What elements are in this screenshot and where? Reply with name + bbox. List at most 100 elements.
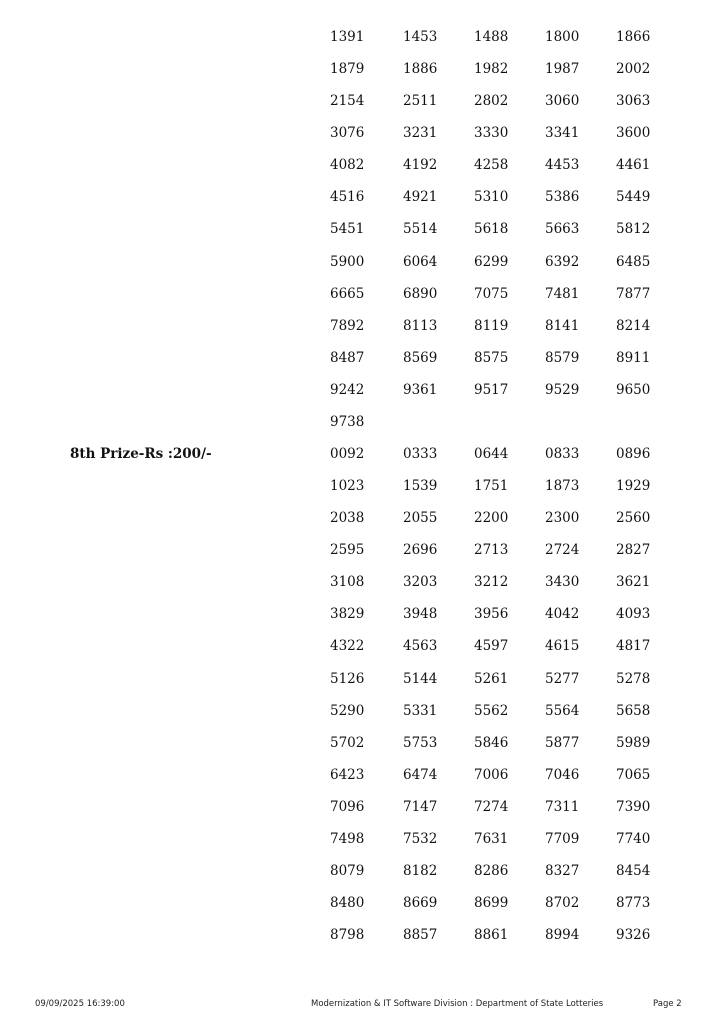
ticket-number: 7075 bbox=[474, 285, 509, 302]
table-row: 1391 1453 1488 1800 1866 bbox=[0, 21, 724, 53]
ticket-number: 5564 bbox=[545, 702, 580, 719]
label-cell bbox=[0, 181, 330, 213]
ticket-number: 8702 bbox=[545, 895, 580, 912]
table-row: 5900 6064 6299 6392 6485 bbox=[0, 246, 724, 278]
ticket-number: 2696 bbox=[403, 542, 438, 559]
ticket-number: 6474 bbox=[403, 766, 438, 783]
table-row: 2154 2511 2802 3060 3063 bbox=[0, 85, 724, 117]
label-cell bbox=[0, 855, 330, 887]
ticket-number: 7532 bbox=[403, 830, 438, 847]
ticket-number: 1873 bbox=[545, 478, 580, 495]
ticket-number: 4597 bbox=[474, 638, 509, 655]
ticket-number: 8079 bbox=[330, 863, 365, 880]
table-row: 1023 1539 1751 1873 1929 bbox=[0, 470, 724, 502]
ticket-number: 8286 bbox=[474, 863, 509, 880]
ticket-number: 6392 bbox=[545, 253, 580, 270]
ticket-number: 3231 bbox=[403, 125, 438, 142]
ticket-number: 0333 bbox=[403, 446, 438, 463]
table-row: 8th Prize-Rs :200/- 0092 0333 0644 0833 0896 bbox=[0, 438, 724, 470]
ticket-number: 8575 bbox=[474, 349, 509, 366]
ticket-number: 9326 bbox=[616, 927, 651, 944]
ticket-number: 2200 bbox=[474, 510, 509, 527]
ticket-number: 7892 bbox=[330, 317, 365, 334]
label-cell bbox=[0, 213, 330, 245]
table-row: 7892 8113 8119 8141 8214 bbox=[0, 310, 724, 342]
table-row: 9738 bbox=[0, 406, 724, 438]
ticket-number: 5514 bbox=[403, 221, 438, 238]
ticket-number: 2713 bbox=[474, 542, 509, 559]
table-row: 6665 6890 7075 7481 7877 bbox=[0, 278, 724, 310]
ticket-number: 8182 bbox=[403, 863, 438, 880]
label-cell bbox=[0, 246, 330, 278]
ticket-number: 4453 bbox=[545, 157, 580, 174]
ticket-number: 8773 bbox=[616, 895, 651, 912]
ticket-number: 5753 bbox=[403, 734, 438, 751]
ticket-number: 6890 bbox=[403, 285, 438, 302]
ticket-number: 5702 bbox=[330, 734, 365, 751]
ticket-number: 8911 bbox=[616, 349, 651, 366]
ticket-number: 8857 bbox=[403, 927, 438, 944]
ticket-number: 2511 bbox=[403, 93, 438, 110]
ticket-number: 0833 bbox=[545, 446, 580, 463]
ticket-number: 5451 bbox=[330, 221, 365, 238]
label-cell bbox=[0, 406, 330, 438]
ticket-number: 5278 bbox=[616, 670, 651, 687]
ticket-number: 4461 bbox=[616, 157, 651, 174]
ticket-number: 1879 bbox=[330, 61, 365, 78]
ticket-number: 4258 bbox=[474, 157, 509, 174]
ticket-number: 4817 bbox=[616, 638, 651, 655]
ticket-number: 1488 bbox=[474, 29, 509, 45]
ticket-number: 5310 bbox=[474, 189, 509, 206]
ticket-number: 2595 bbox=[330, 542, 365, 559]
label-cell bbox=[0, 374, 330, 406]
ticket-number: 8798 bbox=[330, 927, 365, 944]
ticket-number: 5618 bbox=[474, 221, 509, 238]
ticket-number: 5989 bbox=[616, 734, 651, 751]
label-cell bbox=[0, 727, 330, 759]
ticket-number: 2154 bbox=[330, 93, 365, 110]
label-cell bbox=[0, 342, 330, 374]
ticket-number: 4322 bbox=[330, 638, 365, 655]
ticket-number: 6665 bbox=[330, 285, 365, 302]
table-row: 4516 4921 5310 5386 5449 bbox=[0, 181, 724, 213]
table-row: 4322 4563 4597 4615 4817 bbox=[0, 630, 724, 662]
ticket-number: 3341 bbox=[545, 125, 580, 142]
prize-label: 8th Prize-Rs :200/- bbox=[70, 446, 212, 463]
table-row: 3076 3231 3330 3341 3600 bbox=[0, 117, 724, 149]
table-row: 8487 8569 8575 8579 8911 bbox=[0, 342, 724, 374]
ticket-number: 8454 bbox=[616, 863, 651, 880]
ticket-number: 2055 bbox=[403, 510, 438, 527]
ticket-number: 9242 bbox=[330, 381, 365, 398]
ticket-number: 9529 bbox=[545, 381, 580, 398]
ticket-number: 4192 bbox=[403, 157, 438, 174]
ticket-number: 8113 bbox=[403, 317, 438, 334]
ticket-number: 1929 bbox=[616, 478, 651, 495]
table-row: 5290 5331 5562 5564 5658 bbox=[0, 695, 724, 727]
label-cell bbox=[0, 823, 330, 855]
ticket-number: 3330 bbox=[474, 125, 509, 142]
ticket-number: 7096 bbox=[330, 798, 365, 815]
label-cell bbox=[0, 598, 330, 630]
ticket-number: 5658 bbox=[616, 702, 651, 719]
ticket-number: 5562 bbox=[474, 702, 509, 719]
ticket-number: 3829 bbox=[330, 606, 365, 623]
ticket-number: 9517 bbox=[474, 381, 509, 398]
ticket-number: 4042 bbox=[545, 606, 580, 623]
label-cell bbox=[0, 566, 330, 598]
table-row: 8079 8182 8286 8327 8454 bbox=[0, 855, 724, 887]
ticket-number: 3063 bbox=[616, 93, 651, 110]
ticket-number: 2560 bbox=[616, 510, 651, 527]
ticket-number: 4093 bbox=[616, 606, 651, 623]
ticket-number: 4563 bbox=[403, 638, 438, 655]
ticket-number: 7006 bbox=[474, 766, 509, 783]
ticket-number: 8669 bbox=[403, 895, 438, 912]
label-cell bbox=[0, 534, 330, 566]
ticket-number: 1866 bbox=[616, 29, 651, 45]
ticket-number: 3430 bbox=[545, 574, 580, 591]
table-row: 2595 2696 2713 2724 2827 bbox=[0, 534, 724, 566]
ticket-number: 3108 bbox=[330, 574, 365, 591]
ticket-number: 1800 bbox=[545, 29, 580, 45]
table-row: 9242 9361 9517 9529 9650 bbox=[0, 374, 724, 406]
ticket-number: 8861 bbox=[474, 927, 509, 944]
table-row: 3108 3203 3212 3430 3621 bbox=[0, 566, 724, 598]
